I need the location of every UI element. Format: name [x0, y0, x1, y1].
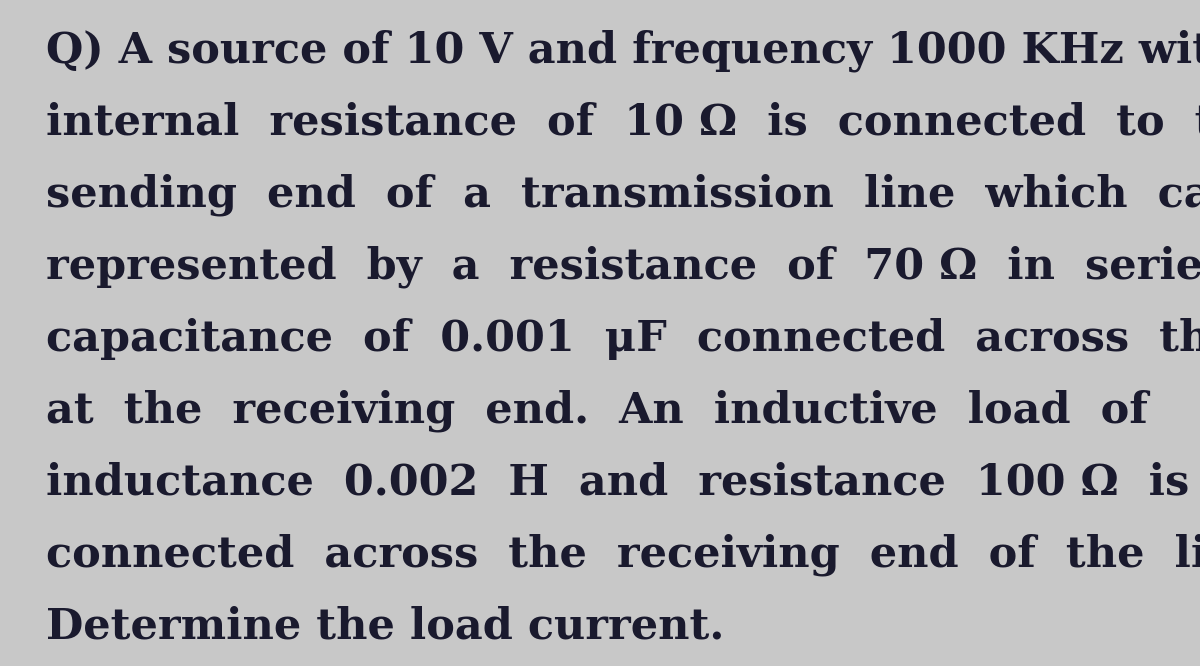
Text: at  the  receiving  end.  An  inductive  load  of: at the receiving end. An inductive load … — [46, 390, 1147, 432]
Text: capacitance  of  0.001  μF  connected  across  the  line: capacitance of 0.001 μF connected across… — [46, 318, 1200, 360]
Text: represented  by  a  resistance  of  70 Ω  in  series  with: represented by a resistance of 70 Ω in s… — [46, 246, 1200, 288]
Text: connected  across  the  receiving  end  of  the  line.: connected across the receiving end of th… — [46, 533, 1200, 576]
Text: Q) A source of 10 V and frequency 1000 KHz with: Q) A source of 10 V and frequency 1000 K… — [46, 30, 1200, 73]
Text: sending  end  of  a  transmission  line  which  can  be: sending end of a transmission line which… — [46, 174, 1200, 216]
Text: internal  resistance  of  10 Ω  is  connected  to  the: internal resistance of 10 Ω is connected… — [46, 102, 1200, 144]
Text: inductance  0.002  H  and  resistance  100 Ω  is: inductance 0.002 H and resistance 100 Ω … — [46, 462, 1189, 503]
Text: Determine the load current.: Determine the load current. — [46, 605, 724, 647]
